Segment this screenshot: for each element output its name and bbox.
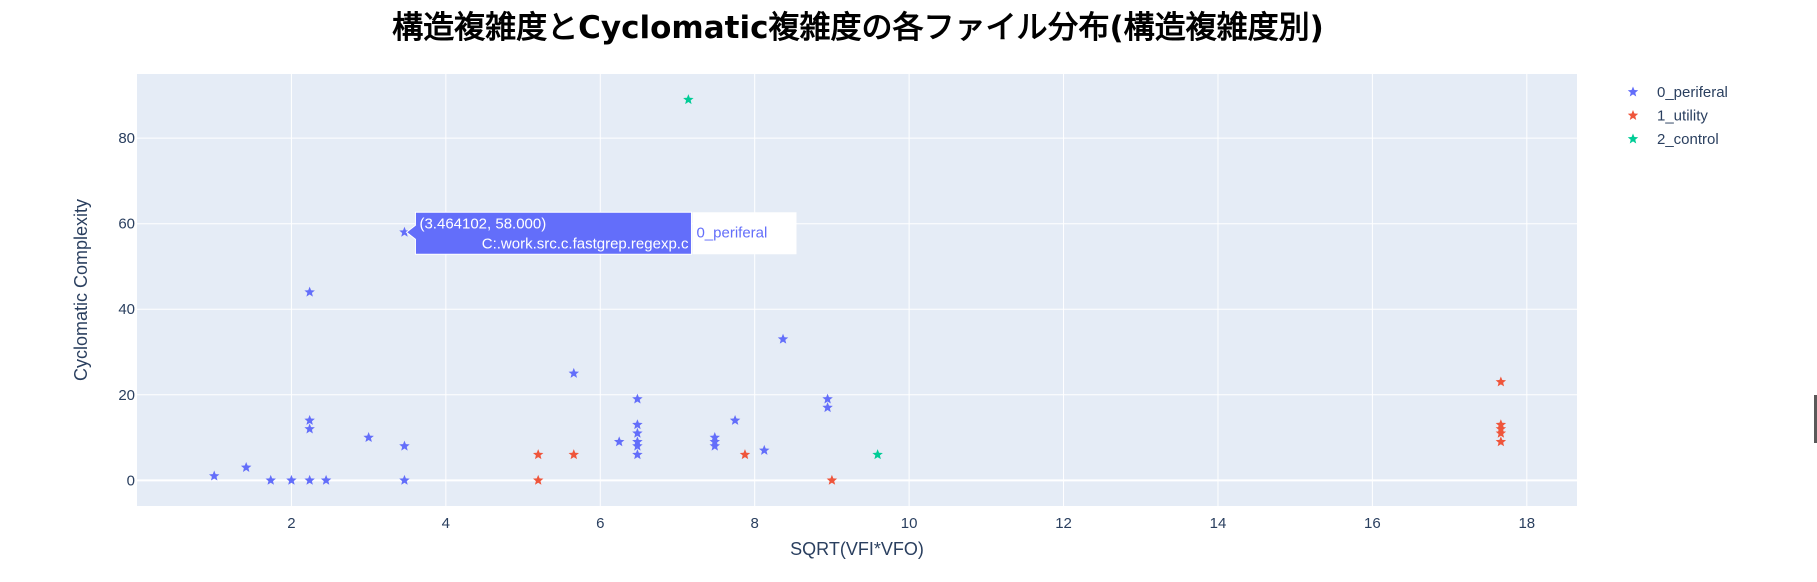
x-tick-label: 16 [1364,515,1381,532]
data-point-0_periferal[interactable] [632,449,643,460]
legend-marker-0_periferal [1627,86,1639,97]
legend-item-1_utility[interactable]: 1_utility [1657,108,1708,125]
tick-labels: 2 4 6 8 10 12 14 16 18 0 20 40 60 80 [118,130,1535,532]
data-point-2_control[interactable] [683,94,694,105]
data-point-0_periferal[interactable] [709,440,721,451]
data-point-0_periferal[interactable] [320,474,332,485]
data-point-1_utility[interactable] [568,449,580,460]
data-point-0_periferal[interactable] [759,444,770,455]
x-tick-label: 6 [596,515,604,532]
x-tick-label: 14 [1210,515,1227,532]
data-point-0_periferal[interactable] [568,367,580,378]
chart-title: 構造複雑度とCyclomatic複雑度の各ファイル分布(構造複雑度別) [392,10,1324,46]
data-point-0_periferal[interactable] [632,440,643,451]
data-points [208,94,1507,485]
data-point-0_periferal[interactable] [632,427,643,438]
y-tick-label: 20 [118,387,135,404]
y-tick-label: 60 [118,216,135,233]
hover-label: C:.work.src.c.fastgrep.regexp.c [482,235,689,252]
hover-coords: (3.464102, 58.000) [419,215,546,232]
scrollbar-thumb[interactable] [1814,395,1817,443]
data-point-0_periferal[interactable] [304,414,315,425]
data-point-0_periferal[interactable] [777,333,789,344]
data-point-0_periferal[interactable] [613,436,625,447]
data-point-1_utility[interactable] [739,449,751,460]
data-point-0_periferal[interactable] [363,432,374,443]
plot-area[interactable] [137,74,1577,506]
y-tick-label: 40 [118,301,135,318]
data-point-0_periferal[interactable] [265,474,276,485]
data-point-0_periferal[interactable] [240,462,252,472]
data-point-1_utility[interactable] [1495,376,1507,387]
data-point-0_periferal[interactable] [208,470,220,481]
legend-item-0_periferal[interactable]: 0_periferal [1657,84,1728,101]
data-point-1_utility[interactable] [1495,427,1507,438]
data-point-0_periferal[interactable] [304,286,315,297]
x-tick-label: 2 [287,515,295,532]
hover-trace-name: 0_periferal [696,224,767,241]
data-point-0_periferal[interactable] [304,474,315,485]
data-point-0_periferal[interactable] [399,474,410,485]
data-point-0_periferal[interactable] [822,402,833,413]
x-tick-label: 12 [1055,515,1072,532]
x-tick-label: 10 [901,515,918,532]
hover-tooltip: (3.464102, 58.000) C:.work.src.c.fastgre… [405,211,797,255]
x-tick-label: 4 [442,515,450,532]
grid-lines [137,74,1577,506]
data-point-0_periferal[interactable] [286,474,297,485]
y-tick-label: 80 [118,130,135,147]
data-point-1_utility[interactable] [826,474,838,485]
data-point-0_periferal[interactable] [632,393,643,404]
data-point-0_periferal[interactable] [399,226,410,237]
data-point-0_periferal[interactable] [822,393,833,404]
data-point-2_control[interactable] [872,449,883,460]
y-tick-label: 0 [127,472,135,489]
hover-box [405,211,692,255]
data-point-0_periferal[interactable] [304,423,315,434]
data-point-1_utility[interactable] [532,474,544,485]
data-point-0_periferal[interactable] [399,440,410,451]
legend: 0_periferal 1_utility 2_control [1627,84,1728,148]
data-point-0_periferal[interactable] [632,419,643,430]
legend-marker-2_control [1627,133,1639,144]
y-axis-title: Cyclomatic Complexity [71,199,91,381]
data-point-0_periferal[interactable] [729,414,741,425]
hover-trace-background [692,212,797,255]
x-axis-title: SQRT(VFI*VFO) [790,539,924,559]
data-point-1_utility[interactable] [1495,436,1507,447]
legend-item-2_control[interactable]: 2_control [1657,131,1719,148]
x-tick-label: 18 [1518,515,1535,532]
x-tick-label: 8 [751,515,759,532]
legend-marker-1_utility [1627,110,1639,120]
data-point-1_utility[interactable] [532,449,544,460]
